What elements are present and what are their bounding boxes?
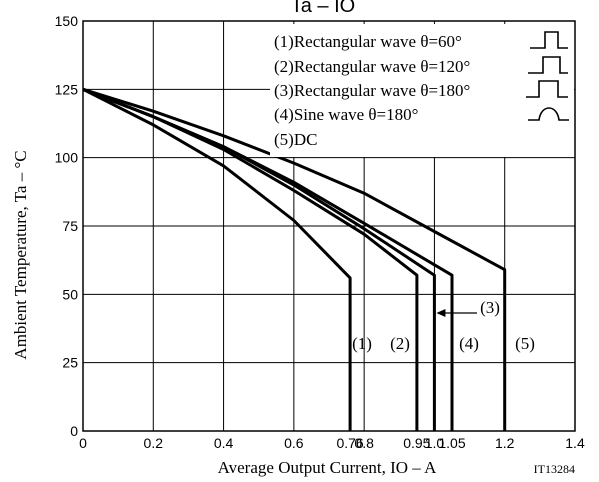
x-axis-label: Average Output Current, IO – A — [218, 458, 437, 477]
frame — [82, 20, 576, 432]
series-line-5 — [82, 87, 507, 431]
x-tick-label: 0.8 — [354, 435, 374, 451]
curve-label-1: (1) — [352, 334, 372, 353]
x-tick-label: 0.6 — [284, 435, 304, 451]
legend-entry-4: (4)Sine wave θ=180° — [274, 105, 418, 124]
legend-background — [270, 24, 574, 157]
curve-label-5: (5) — [515, 334, 535, 353]
x-tick-label: 0.4 — [214, 435, 234, 451]
legend-entry-2: (2)Rectangular wave θ=120° — [274, 57, 470, 76]
curves — [82, 87, 507, 431]
y-tick-labels: 0 25 50 75 100 125 150 — [55, 13, 79, 439]
x-tick-label: 0.95 — [403, 435, 430, 451]
y-tick-label: 125 — [55, 81, 79, 97]
y-tick-label: 100 — [55, 150, 79, 166]
x-tick-label: 1.2 — [495, 435, 515, 451]
chart-title: Ta – IO — [291, 0, 355, 17]
x-tick-label: 1.05 — [438, 435, 465, 451]
x-tick-labels: 0 0.2 0.4 0.6 0.760.8 0.951.01.05 1.2 1.4 — [79, 435, 585, 451]
y-tick-label: 25 — [62, 355, 78, 371]
x-tick-label: 0.2 — [144, 435, 164, 451]
curve-4-arrow-head — [436, 309, 446, 317]
series-line-1 — [82, 87, 352, 431]
rect-pulse-medium-icon — [528, 56, 568, 74]
x-tick-label: 0 — [79, 435, 87, 451]
curve-label-2: (2) — [390, 334, 410, 353]
figure-code: IT13284 — [534, 462, 575, 476]
curve-label-4: (4) — [459, 334, 479, 353]
plot-frame — [82, 20, 576, 432]
x-tick-label: 1.4 — [565, 435, 585, 451]
x-tick-label: 0.76 — [336, 435, 363, 451]
legend-entry-5: (5)DC — [274, 130, 317, 149]
y-tick-label: 0 — [70, 423, 78, 439]
y-axis-label: Ambient Temperature, Ta – °C — [11, 150, 30, 359]
rect-pulse-wide-icon — [526, 80, 568, 98]
rect-pulse-narrow-icon — [530, 31, 568, 49]
y-tick-label: 50 — [62, 286, 78, 302]
y-tick-label: 150 — [55, 13, 79, 29]
curve-label-3: (3) — [480, 298, 500, 317]
legend-entry-1: (1)Rectangular wave θ=60° — [274, 32, 462, 51]
series-line-4 — [82, 87, 436, 431]
legend: (1)Rectangular wave θ=60° (2)Rectangular … — [270, 24, 574, 157]
legend-entry-3: (3)Rectangular wave θ=180° — [274, 81, 470, 100]
curve-labels: (1) (2) (3)(4) (5) — [352, 298, 535, 353]
sine-half-wave-icon — [528, 107, 569, 121]
x-tick-label: 1.0 — [425, 435, 445, 451]
y-tick-label: 75 — [62, 218, 78, 234]
